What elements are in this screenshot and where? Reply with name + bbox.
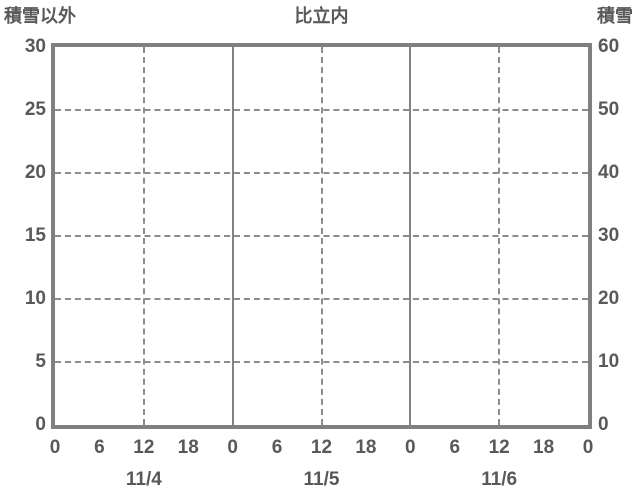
x-axis-hour-tick-label: 12: [488, 437, 510, 458]
vertical-gridline-dashed: [320, 47, 323, 425]
x-axis-date-label: 11/5: [303, 469, 340, 490]
x-axis-hour-tick-label: 6: [271, 437, 283, 458]
left-axis-tick-label: 0: [35, 414, 46, 435]
vertical-gridline-dashed: [498, 47, 501, 425]
left-axis-tick-label: 30: [24, 36, 46, 57]
right-axis-tick-label: 0: [598, 414, 609, 435]
left-axis-title: 積雪以外: [4, 6, 76, 26]
right-axis-tick-label: 40: [598, 162, 620, 183]
right-axis-tick-label: 60: [598, 36, 620, 57]
left-axis-tick-label: 25: [24, 99, 46, 120]
right-axis-tick-label: 20: [598, 288, 620, 309]
x-axis-date-label: 11/6: [481, 469, 518, 490]
x-axis-hour-tick-label: 6: [449, 437, 461, 458]
left-axis-tick-label: 5: [35, 351, 46, 372]
right-axis-tick-label: 10: [598, 351, 620, 372]
right-axis-tick-label: 30: [598, 225, 620, 246]
right-axis-title: 積雪: [597, 6, 633, 26]
vertical-gridline-dashed: [142, 47, 145, 425]
chart-title: 比立内: [294, 6, 349, 26]
left-axis-tick-label: 10: [24, 288, 46, 309]
x-axis-hour-tick-label: 0: [227, 437, 238, 458]
x-axis-hour-tick-label: 0: [49, 437, 61, 458]
x-axis-hour-tick-label: 18: [533, 437, 555, 458]
vertical-gridline-solid: [409, 47, 412, 425]
x-axis-date-label: 11/4: [125, 469, 162, 490]
right-axis-tick-label: 50: [598, 99, 620, 120]
left-axis-tick-label: 20: [24, 162, 46, 183]
x-axis-hour-tick-label: 0: [405, 437, 416, 458]
x-axis-hour-tick-label: 0: [582, 437, 594, 458]
left-axis-tick-label: 15: [24, 225, 46, 246]
x-axis-hour-tick-label: 6: [94, 437, 105, 458]
vertical-gridline-solid: [231, 47, 234, 425]
x-axis-hour-tick-label: 18: [177, 437, 199, 458]
x-axis-hour-tick-label: 18: [355, 437, 377, 458]
plot-area: [51, 43, 592, 429]
x-axis-hour-tick-label: 12: [310, 437, 333, 458]
x-axis-hour-tick-label: 12: [133, 437, 155, 458]
